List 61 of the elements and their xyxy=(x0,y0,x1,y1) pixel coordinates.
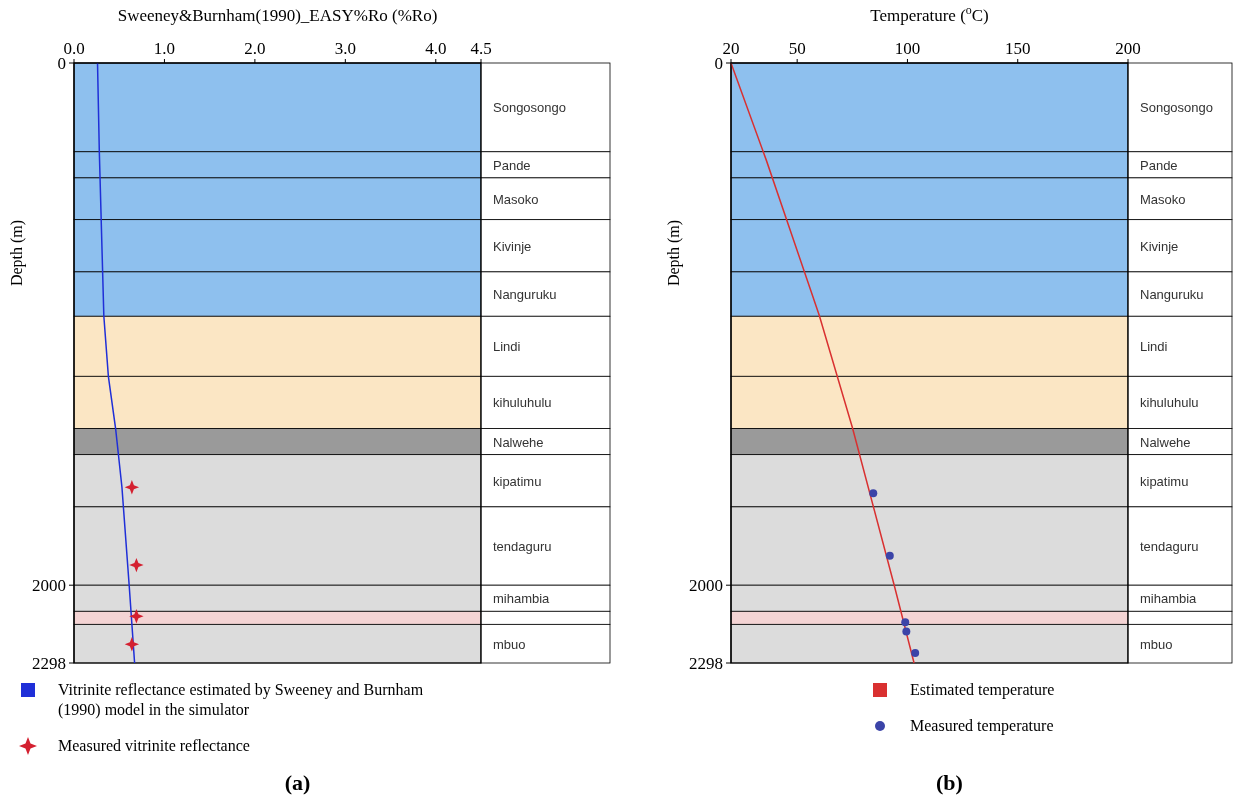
band-label: kipatimu xyxy=(493,473,542,489)
point xyxy=(885,551,894,560)
band-label: tendaguru xyxy=(1140,539,1199,555)
x-axis-title: Temperature ($^{o}$C) xyxy=(870,3,989,25)
point xyxy=(902,627,911,636)
y-tick-label: 2298 xyxy=(32,654,66,673)
legend-label: Measured temperature xyxy=(910,717,1054,735)
band-label: Pande xyxy=(1140,157,1178,173)
band-label: Masoko xyxy=(493,191,539,207)
x-tick-label: 2.0 xyxy=(244,39,266,58)
band-label: mbuo xyxy=(493,636,526,652)
x-axis-title: Sweeney&Burnham(1990)_EASY%Ro (%Ro) xyxy=(117,6,438,25)
band-label: Nalwehe xyxy=(493,434,544,450)
band-label: Nanguruku xyxy=(1140,287,1204,303)
x-tick-label: 150 xyxy=(1004,39,1031,58)
x-tick-label: 50 xyxy=(788,39,806,58)
x-tick-label: 1.0 xyxy=(153,39,176,58)
x-tick-label: 4.0 xyxy=(425,39,447,58)
band-label: Masoko xyxy=(1140,191,1186,207)
band-label: Nalwehe xyxy=(1140,434,1191,450)
band-label: kihuluhulu xyxy=(1140,395,1199,411)
x-tick-label: 0.0 xyxy=(63,39,85,58)
band-label: tendaguru xyxy=(493,539,552,555)
band-label: Kivinje xyxy=(1140,238,1179,254)
y-tick-label: 2000 xyxy=(32,576,66,596)
x-tick-label: 200 xyxy=(1115,39,1141,58)
point xyxy=(911,649,920,658)
band-label: mbuo xyxy=(1140,636,1173,652)
y-tick-label: 0 xyxy=(57,54,66,73)
point xyxy=(901,618,910,627)
band-label: Kivinje xyxy=(493,238,532,254)
y-tick-label: 2000 xyxy=(689,576,723,596)
band-label: kihuluhulu xyxy=(493,395,552,411)
band-label: mihambia xyxy=(493,591,551,607)
x-tick-label: 3.0 xyxy=(334,39,356,58)
band-label: Songosongo xyxy=(493,100,567,116)
band-label: Pande xyxy=(493,157,531,173)
legend-label: Vitrinite reflectance estimated by Sweeney and Burnham (1990) model in the simulator xyxy=(58,681,424,719)
band-label: kipatimu xyxy=(1140,473,1189,489)
point xyxy=(129,609,144,624)
y-axis-title: Depth (m) xyxy=(8,219,26,287)
y-tick-label: 0 xyxy=(714,54,723,73)
point xyxy=(869,489,878,498)
point xyxy=(124,480,140,495)
legend-label: Estimated temperature xyxy=(910,681,1055,699)
y-tick-label: 2298 xyxy=(689,654,723,673)
point xyxy=(129,557,144,573)
x-tick-label: 4.5 xyxy=(470,39,492,58)
band-label: Nanguruku xyxy=(493,287,557,303)
band-label: mihambia xyxy=(1140,591,1198,607)
band-label: Songosongo xyxy=(1140,100,1214,116)
band-label: Lindi xyxy=(493,339,521,355)
x-tick-label: 20 xyxy=(722,39,740,58)
point xyxy=(124,637,140,652)
legend-label: Measured vitrinite reflectance xyxy=(58,737,250,754)
text: (b) xyxy=(936,770,963,795)
x-tick-label: 100 xyxy=(894,39,921,58)
line-series xyxy=(96,62,136,664)
band-label: Lindi xyxy=(1140,339,1168,355)
y-axis-title: Depth (m) xyxy=(665,219,683,287)
text: (a) xyxy=(284,770,311,795)
